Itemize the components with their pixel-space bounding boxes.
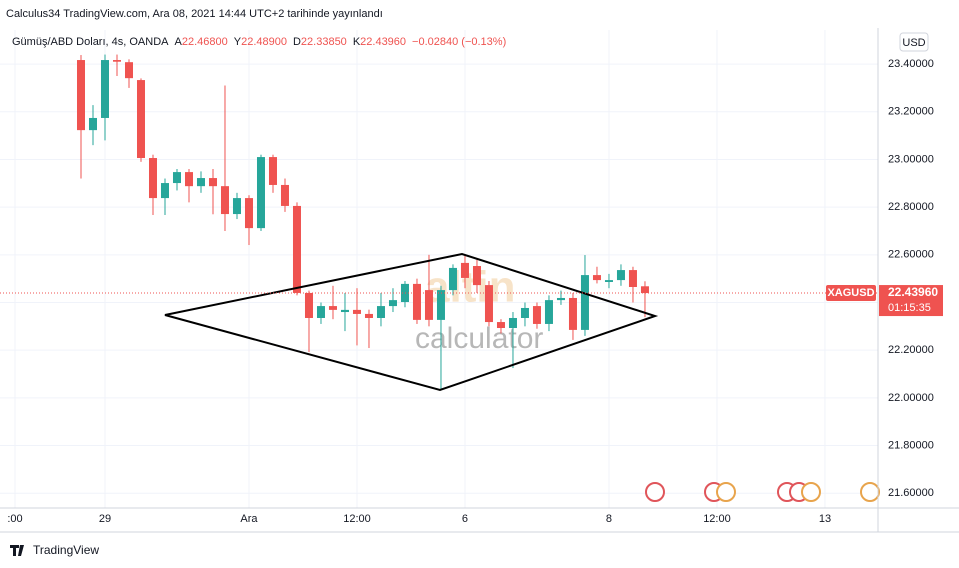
candle-body <box>328 306 337 310</box>
y-tick-label: 22.80000 <box>888 201 934 213</box>
legend-key: Y <box>234 36 242 48</box>
candle-body <box>124 62 133 79</box>
event-icon <box>801 482 821 502</box>
legend-value: 22.33850 <box>301 36 347 48</box>
candle-body <box>568 297 577 330</box>
candle-body <box>340 309 349 313</box>
legend-value: 22.46800 <box>182 36 228 48</box>
legend-value: 22.48900 <box>241 36 287 48</box>
candle-body <box>604 280 613 282</box>
y-tick-label: 23.20000 <box>888 106 934 118</box>
candle-body <box>640 286 649 294</box>
candle-body <box>172 172 181 184</box>
symbol-box <box>826 285 876 302</box>
candle-body <box>76 60 85 131</box>
candle-body <box>544 300 553 324</box>
events <box>645 482 880 502</box>
candle-body <box>160 183 169 199</box>
candle-body <box>496 322 505 329</box>
candle-body <box>460 262 469 278</box>
candle-body <box>184 172 193 187</box>
y-tick-label: 23.00000 <box>888 153 934 165</box>
candle-body <box>280 184 289 206</box>
candle-body <box>424 290 433 320</box>
x-tick-label: 8 <box>606 513 612 525</box>
header: Calculus34 TradingView.com, Ara 08, 2021… <box>6 8 383 20</box>
candle-body <box>376 306 385 318</box>
y-tick-label: 22.20000 <box>888 344 934 356</box>
last-price-label: 22.43960 <box>888 285 938 299</box>
candle-body <box>436 290 445 320</box>
y-tick-label: 21.60000 <box>888 487 934 499</box>
candle-body <box>592 275 601 281</box>
candle-body <box>388 300 397 307</box>
candles <box>76 54 649 390</box>
legend-change: −0.02840 (−0.13%) <box>412 36 506 48</box>
x-tick-label: 6 <box>462 513 468 525</box>
y-tick-label: 23.40000 <box>888 58 934 70</box>
x-tick-label: 12:00 <box>703 513 731 525</box>
candle-body <box>520 307 529 318</box>
legend-value: 22.43960 <box>360 36 406 48</box>
footer: TradingView <box>33 543 99 557</box>
candle-body <box>472 266 481 286</box>
candle-body <box>244 198 253 229</box>
candle-body <box>448 267 457 291</box>
y-tick-label: 22.00000 <box>888 392 934 404</box>
event-icon <box>716 482 736 502</box>
currency-box[interactable] <box>899 32 929 52</box>
symbol-label: XAGUSD <box>827 287 874 299</box>
candle-body <box>100 60 109 118</box>
legend-key: D <box>293 36 301 48</box>
candle-body <box>136 80 145 159</box>
candle-body <box>220 186 229 215</box>
candle-body <box>508 317 517 329</box>
legend-key: K <box>353 36 361 48</box>
event-icon <box>645 482 665 502</box>
candle-body <box>256 157 265 229</box>
candle-body <box>208 178 217 187</box>
candle-body <box>268 157 277 185</box>
candle-body <box>364 313 373 318</box>
candle-body <box>148 158 157 199</box>
legend-name: Gümüş/ABD Doları, 4s, OANDA <box>12 36 169 48</box>
y-tick-label: 22.60000 <box>888 249 934 261</box>
candle-body <box>232 198 241 215</box>
x-tick-label: 12:00 <box>343 513 371 525</box>
candle-body <box>412 283 421 320</box>
candle-body <box>304 292 313 318</box>
y-tick-label: 21.80000 <box>888 439 934 451</box>
drawing <box>164 252 659 392</box>
candle-body <box>112 60 121 62</box>
candle-body <box>292 205 301 293</box>
candle-body <box>556 297 565 301</box>
price-box <box>879 285 943 317</box>
candle-body <box>484 285 493 323</box>
candle-body <box>316 306 325 318</box>
legend: Gümüş/ABD Doları, 4s, OANDA A22.46800 Y22.… <box>12 36 506 48</box>
x-tick-label: 13 <box>819 513 831 525</box>
candle-body <box>88 117 97 131</box>
candle-body <box>616 270 625 281</box>
countdown: 01:15:35 <box>888 302 931 314</box>
candle-body <box>400 283 409 303</box>
watermark: calculator <box>415 322 543 355</box>
currency[interactable]: USD <box>902 37 925 49</box>
event-icon <box>860 482 880 502</box>
diamond-pattern <box>164 252 659 392</box>
x-tick-label: :00 <box>7 513 22 525</box>
x-tick-label: Ara <box>240 513 258 525</box>
x-tick-label: 29 <box>99 513 111 525</box>
candle-body <box>352 309 361 314</box>
footer-logo <box>10 545 24 556</box>
candle-body <box>196 178 205 187</box>
candle-body <box>532 306 541 324</box>
legend-key: A <box>175 36 183 48</box>
candle-body <box>580 275 589 330</box>
candle-body <box>628 270 637 287</box>
